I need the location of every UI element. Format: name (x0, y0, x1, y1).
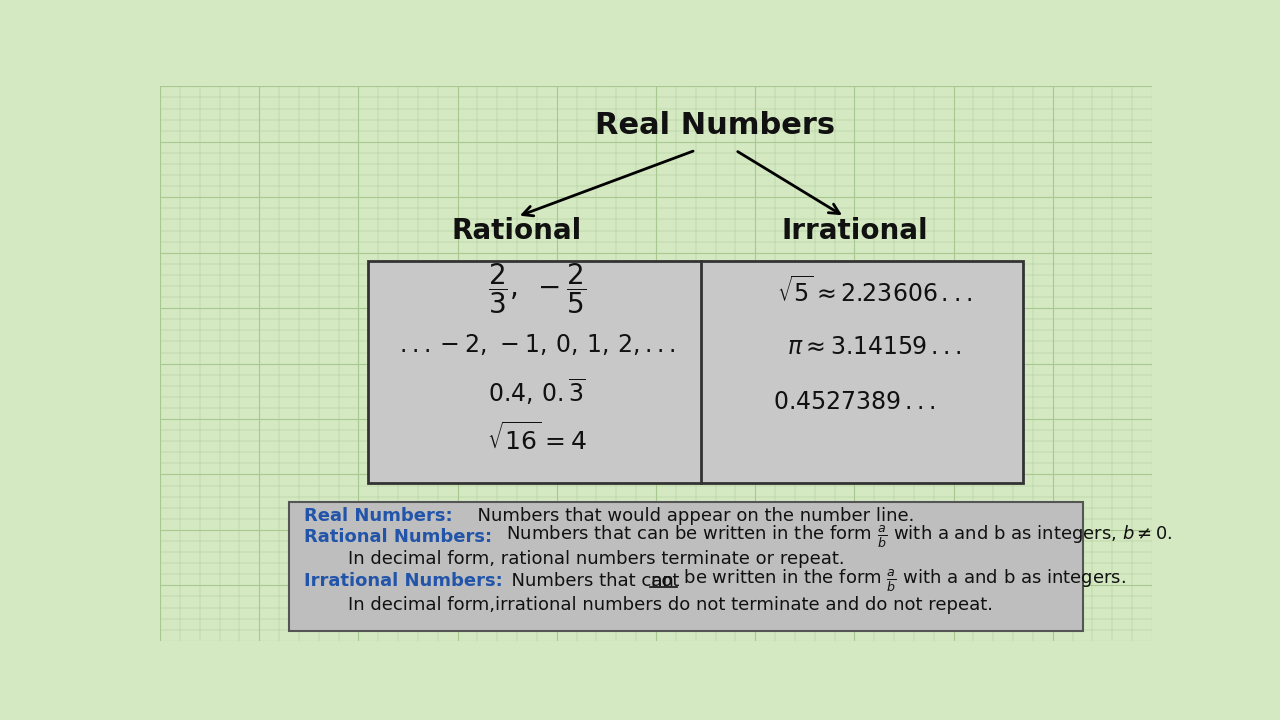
Text: In decimal form,irrational numbers do not terminate and do not repeat.: In decimal form,irrational numbers do no… (348, 595, 993, 613)
Text: $\pi\approx 3.14159\,...$: $\pi\approx 3.14159\,...$ (787, 335, 961, 359)
Text: be written in the form $\frac{a}{b}$ with a and b as integers.: be written in the form $\frac{a}{b}$ wit… (678, 567, 1125, 594)
Text: $0.4,\,0.\overline{3}$: $0.4,\,0.\overline{3}$ (488, 376, 586, 407)
Text: $0.4527389\,...$: $0.4527389\,...$ (773, 390, 936, 415)
Text: Numbers that would appear on the number line.: Numbers that would appear on the number … (466, 507, 914, 525)
Text: Rational Numbers:: Rational Numbers: (303, 528, 492, 546)
FancyBboxPatch shape (289, 503, 1083, 631)
Text: Numbers that can: Numbers that can (500, 572, 680, 590)
Text: $\sqrt{5}\approx 2.23606\,...$: $\sqrt{5}\approx 2.23606\,...$ (777, 276, 972, 307)
Text: $...-2,\,-1,\,0,\,1,\,2,...$: $...-2,\,-1,\,0,\,1,\,2,...$ (398, 332, 676, 356)
Text: $\sqrt{16}=4$: $\sqrt{16}=4$ (486, 422, 588, 455)
FancyBboxPatch shape (369, 261, 1023, 483)
Text: In decimal form, rational numbers terminate or repeat.: In decimal form, rational numbers termin… (348, 550, 845, 568)
Text: Rational: Rational (452, 217, 582, 245)
Text: $\dfrac{2}{3},\ -\dfrac{2}{5}$: $\dfrac{2}{3},\ -\dfrac{2}{5}$ (488, 261, 586, 316)
Text: Real Numbers: Real Numbers (595, 111, 836, 140)
Text: not: not (650, 572, 680, 590)
Text: Irrational Numbers:: Irrational Numbers: (303, 572, 503, 590)
Text: Numbers that can be written in the form $\frac{a}{b}$ with a and b as integers, : Numbers that can be written in the form … (495, 524, 1172, 550)
Text: Irrational: Irrational (781, 217, 928, 245)
Text: Real Numbers:: Real Numbers: (303, 507, 452, 525)
